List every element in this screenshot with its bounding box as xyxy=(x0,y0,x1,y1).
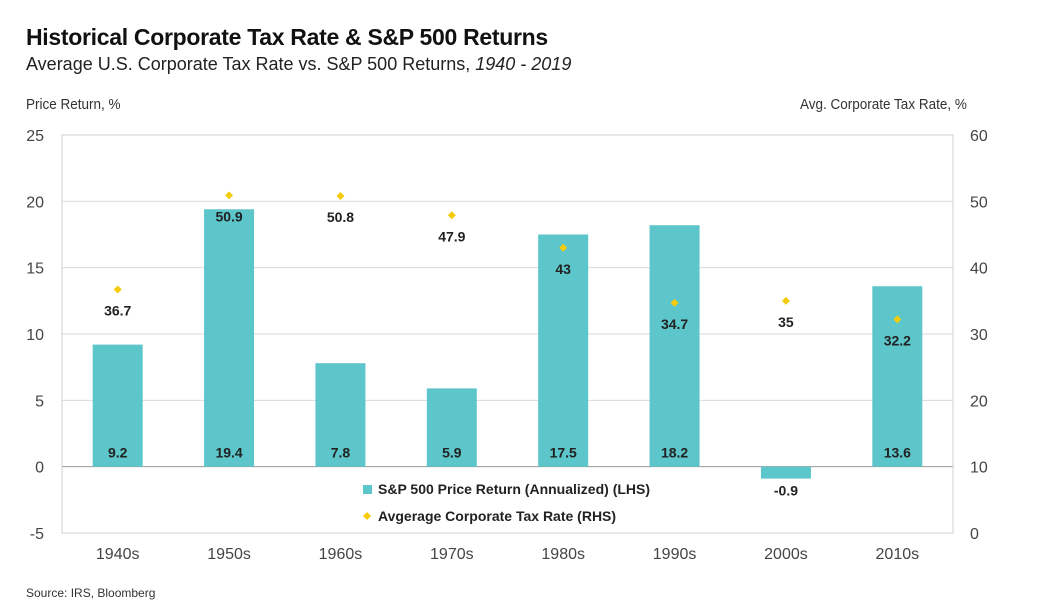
plot-border xyxy=(61,134,954,534)
tax-rate-data-label: 43 xyxy=(555,261,571,277)
x-tick-label: 1990s xyxy=(653,546,697,563)
tax-rate-point xyxy=(447,211,456,220)
left-tick-label: 0 xyxy=(35,460,44,477)
source-note: Source: IRS, Bloomberg xyxy=(26,586,156,600)
tax-rate-data-label: 35 xyxy=(778,314,794,330)
tax-rate-point xyxy=(113,285,122,294)
right-axis-label: Avg. Corporate Tax Rate, % xyxy=(800,96,967,113)
left-tick-label: -5 xyxy=(30,526,44,543)
tax-rate-data-label: 34.7 xyxy=(661,316,688,332)
left-tick-label: 10 xyxy=(26,327,44,344)
bar-data-label: 13.6 xyxy=(884,445,911,461)
right-tick-label: 0 xyxy=(970,526,979,543)
bar xyxy=(649,225,700,467)
bar-data-label: 9.2 xyxy=(108,445,128,461)
legend-bar-label: S&P 500 Price Return (Annualized) (LHS) xyxy=(378,481,650,497)
right-tick-label: 40 xyxy=(970,261,988,278)
tax-rate-point xyxy=(225,191,234,200)
bar xyxy=(92,344,143,467)
subtitle-period: 1940 - 2019 xyxy=(475,54,572,74)
tax-rate-data-label: 32.2 xyxy=(884,332,911,348)
left-tick-label: 5 xyxy=(35,393,44,410)
left-axis-label: Price Return, % xyxy=(26,96,121,113)
x-tick-label: 1960s xyxy=(319,546,363,563)
x-tick-label: 2010s xyxy=(876,546,920,563)
left-tick-label: 20 xyxy=(26,194,44,211)
right-tick-label: 60 xyxy=(970,128,988,145)
subtitle-text: Average U.S. Corporate Tax Rate vs. S&P … xyxy=(26,54,476,74)
x-tick-label: 1980s xyxy=(541,546,585,563)
tax-rate-point xyxy=(670,298,679,307)
bar xyxy=(315,363,366,467)
x-tick-label: 1940s xyxy=(96,546,140,563)
right-tick-label: 20 xyxy=(970,393,988,410)
chart-title: Historical Corporate Tax Rate & S&P 500 … xyxy=(26,24,548,50)
bar xyxy=(204,209,255,467)
left-tick-label: 15 xyxy=(26,261,44,278)
tax-rate-point xyxy=(781,296,790,305)
tax-rate-data-label: 50.8 xyxy=(327,209,354,225)
tax-rate-data-label: 36.7 xyxy=(104,303,131,319)
tax-rate-point xyxy=(559,243,568,252)
tax-rate-data-label: 50.9 xyxy=(215,208,242,224)
tax-rate-data-label: 47.9 xyxy=(438,228,465,244)
bar-data-label: 18.2 xyxy=(661,445,688,461)
x-tick-label: 1970s xyxy=(430,546,474,563)
bar xyxy=(538,234,589,467)
bar-data-label: 19.4 xyxy=(215,445,242,461)
bar xyxy=(760,466,811,479)
right-tick-label: 10 xyxy=(970,460,988,477)
x-tick-label: 1950s xyxy=(207,546,251,563)
left-tick-label: 25 xyxy=(26,128,44,145)
bar-data-label: 5.9 xyxy=(442,445,462,461)
right-tick-label: 50 xyxy=(970,194,988,211)
legend-point-label: Avgerage Corporate Tax Rate (RHS) xyxy=(378,508,616,524)
right-tick-label: 30 xyxy=(970,327,988,344)
tax-rate-point xyxy=(893,315,902,324)
bar xyxy=(426,388,477,467)
x-tick-label: 2000s xyxy=(764,546,808,563)
legend-bar-swatch xyxy=(363,485,372,494)
bar-data-label: 17.5 xyxy=(550,445,577,461)
legend-point-swatch xyxy=(363,512,371,520)
bar-data-label: -0.9 xyxy=(774,483,798,499)
bar-data-label: 7.8 xyxy=(331,445,351,461)
chart-subtitle: Average U.S. Corporate Tax Rate vs. S&P … xyxy=(26,54,571,75)
tax-rate-point xyxy=(336,192,345,201)
bar xyxy=(872,286,923,467)
